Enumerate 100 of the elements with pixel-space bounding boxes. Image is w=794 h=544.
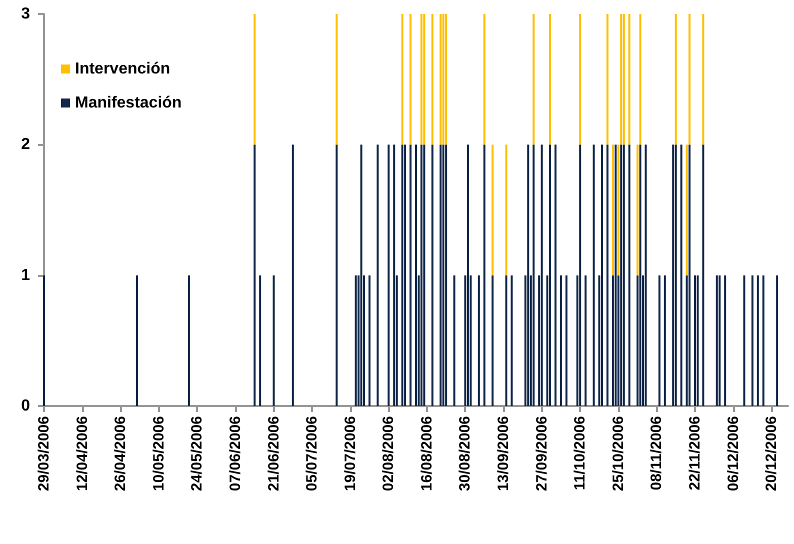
bar: [702, 144, 704, 406]
bar: [549, 14, 552, 145]
x-tick-label: 19/07/2006: [342, 416, 359, 492]
x-tick-label: 29/03/2006: [36, 416, 52, 492]
x-tick-label: 08/11/2006: [648, 416, 666, 490]
x-tick-label: 24/05/2006: [188, 416, 206, 492]
bar: [612, 144, 614, 276]
bar: [445, 144, 448, 406]
x-tick-label: 20/12/2006: [763, 416, 780, 492]
x-tick-label: 13/09/2006: [495, 416, 512, 492]
bar: [492, 144, 494, 276]
bar: [483, 144, 486, 406]
bar: [510, 275, 513, 406]
bar: [776, 275, 778, 406]
bar: [636, 144, 639, 276]
bar: [420, 14, 422, 145]
bar: [410, 144, 412, 406]
x-tick-label: 26/04/2006: [112, 416, 130, 492]
bar: [445, 14, 448, 145]
bar: [404, 144, 406, 406]
x-tick-label: 30/08/2006: [456, 416, 474, 492]
bar: [664, 275, 666, 406]
bar: [420, 144, 422, 406]
bar: [554, 144, 556, 406]
bar: [686, 144, 688, 276]
bar: [532, 14, 535, 145]
bar: [622, 144, 625, 406]
bar: [601, 144, 603, 406]
bar: [354, 275, 357, 406]
bar: [688, 14, 691, 145]
bar: [401, 14, 404, 145]
bar: [724, 275, 726, 406]
bar: [431, 144, 434, 406]
bar: [696, 275, 699, 406]
bar: [376, 144, 379, 406]
bar: [584, 275, 587, 406]
bar: [622, 14, 625, 145]
bar: [560, 275, 562, 406]
bar: [401, 144, 404, 406]
bar: [360, 144, 362, 406]
x-tick-label: 10/05/2006: [150, 416, 168, 492]
x-tick-label: 05/07/2006: [304, 416, 321, 492]
bar: [505, 144, 508, 276]
bar: [272, 275, 275, 406]
bar: [672, 144, 674, 406]
bar: [716, 275, 718, 406]
bar: [393, 144, 396, 406]
bar: [680, 144, 682, 406]
bar: [442, 144, 444, 406]
x-tick-label: 22/11/2006: [686, 416, 704, 490]
bar: [702, 14, 704, 145]
bar: [743, 275, 746, 406]
bar: [478, 275, 480, 406]
bar: [614, 144, 617, 406]
bar: [442, 14, 444, 145]
y-tick-label: 0: [21, 398, 30, 414]
bar: [688, 144, 691, 406]
bar: [254, 144, 256, 406]
bar: [440, 144, 442, 406]
bar: [620, 14, 622, 145]
x-tick-label: 11/10/2006: [572, 416, 589, 490]
x-tick-label: 12/04/2006: [74, 416, 91, 492]
bar: [606, 144, 608, 406]
bar: [259, 275, 262, 406]
bar: [440, 14, 442, 145]
x-tick-label: 21/06/2006: [265, 416, 282, 492]
bar: [718, 275, 721, 406]
bar: [628, 144, 630, 406]
bar: [532, 144, 535, 406]
x-tick-label: 06/12/2006: [724, 416, 742, 492]
bar: [415, 144, 417, 406]
bar: [606, 14, 608, 145]
bar: [628, 14, 630, 145]
legend-label: Intervención: [75, 60, 170, 78]
x-tick-label: 07/06/2006: [226, 416, 244, 492]
bar: [658, 275, 660, 406]
bar: [617, 144, 620, 276]
x-tick-label: 16/08/2006: [418, 416, 436, 492]
y-tick-label: 1: [21, 266, 30, 284]
bar: [43, 275, 45, 406]
bar: [423, 144, 426, 406]
bar: [136, 275, 138, 406]
bar: [762, 275, 764, 406]
bar: [540, 144, 543, 406]
bar: [336, 14, 338, 145]
bar: [644, 144, 647, 406]
bar: [639, 14, 642, 145]
bar: [410, 14, 412, 145]
bar: [549, 144, 552, 406]
bar: [592, 144, 595, 406]
bar: [674, 144, 677, 406]
x-tick-label: 02/08/2006: [380, 416, 398, 492]
bar: [751, 275, 754, 406]
bar: [336, 144, 338, 406]
bar: [483, 14, 486, 145]
bar: [188, 275, 190, 406]
y-tick-label: 2: [21, 136, 30, 154]
bar: [368, 275, 370, 406]
bar: [579, 14, 582, 145]
bar: [423, 14, 426, 145]
